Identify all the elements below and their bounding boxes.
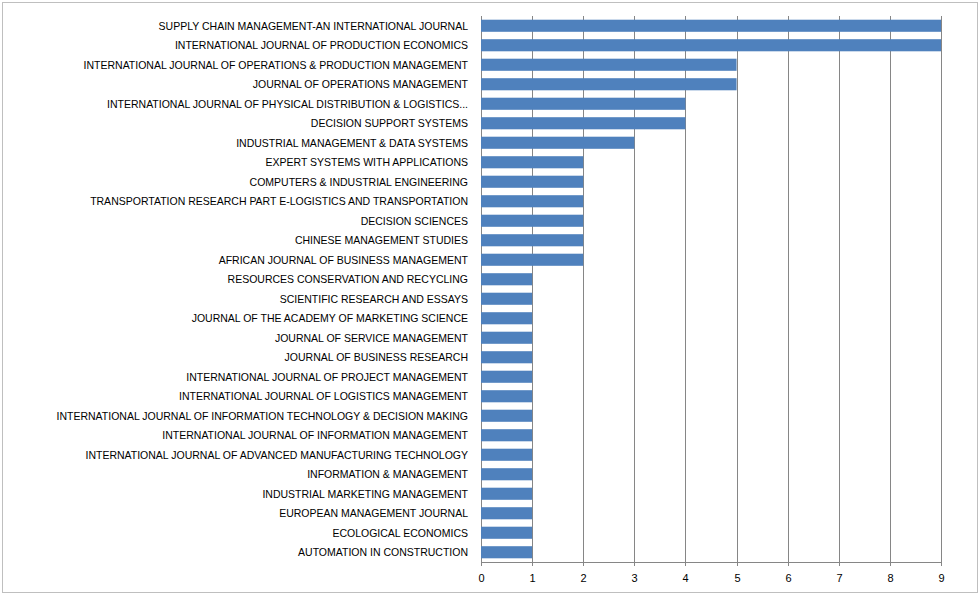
- bar: [481, 312, 532, 324]
- grid: [482, 16, 942, 562]
- category-label: INTERNATIONAL JOURNAL OF LOGISTICS MANAG…: [179, 390, 469, 402]
- tick-label: 0: [478, 572, 484, 584]
- bar: [481, 351, 532, 363]
- category-label: INDUSTRIAL MARKETING MANAGEMENT: [262, 488, 468, 500]
- bar: [481, 156, 583, 168]
- category-label: JOURNAL OF OPERATIONS MANAGEMENT: [253, 78, 469, 90]
- chart-container: 0 1 2 3 4 5 6 7 8 9 SUPPLY CHAIN MANAGEMENT-AN INT…: [0, 0, 980, 595]
- tick-label: 8: [887, 572, 893, 584]
- bar: [481, 98, 685, 110]
- bar: [481, 195, 583, 207]
- category-label: INTERNATIONAL JOURNAL OF OPERATIONS & PR…: [84, 59, 469, 71]
- bar: [481, 488, 532, 500]
- category-label: AUTOMATION IN CONSTRUCTION: [298, 546, 468, 558]
- bar: [481, 293, 532, 305]
- bar: [481, 78, 737, 90]
- category-label: DECISION SCIENCES: [361, 215, 468, 227]
- bar: [481, 507, 532, 519]
- category-label: DECISION SUPPORT SYSTEMS: [311, 117, 468, 129]
- bar: [481, 429, 532, 441]
- bar: [481, 468, 532, 480]
- category-label: EXPERT SYSTEMS WITH APPLICATIONS: [266, 156, 468, 168]
- category-label: ECOLOGICAL ECONOMICS: [332, 527, 468, 539]
- category-label: CHINESE MANAGEMENT STUDIES: [295, 234, 468, 246]
- category-label: INTERNATIONAL JOURNAL OF INFORMATION MAN…: [162, 429, 468, 441]
- category-label: COMPUTERS & INDUSTRIAL ENGINEERING: [250, 176, 468, 188]
- tick-label: 7: [836, 572, 842, 584]
- bar: [481, 273, 532, 285]
- category-label: INTERNATIONAL JOURNAL OF PROJECT MANAGEM…: [186, 371, 468, 383]
- chart-frame: [3, 3, 978, 593]
- tick-label: 2: [580, 572, 586, 584]
- bar: [481, 215, 583, 227]
- category-label: INTERNATIONAL JOURNAL OF ADVANCED MANUFA…: [85, 449, 468, 461]
- grid-line: [890, 16, 891, 562]
- category-label: JOURNAL OF SERVICE MANAGEMENT: [275, 332, 469, 344]
- category-label: TRANSPORTATION RESEARCH PART E-LOGISTICS…: [90, 195, 468, 207]
- bar: [481, 449, 532, 461]
- tick-label: 6: [785, 572, 791, 584]
- tick-mark: [941, 562, 942, 566]
- bar: [481, 117, 685, 129]
- category-label: AFRICAN JOURNAL OF BUSINESS MANAGEMENT: [219, 254, 469, 266]
- grid-line: [941, 16, 942, 562]
- category-label: EUROPEAN MANAGEMENT JOURNAL: [279, 507, 468, 519]
- category-label: JOURNAL OF THE ACADEMY OF MARKETING SCIE…: [192, 312, 468, 324]
- bar: [481, 254, 583, 266]
- chart-svg: 0 1 2 3 4 5 6 7 8 9 SUPPLY CHAIN MANAGEMENT-AN INT…: [0, 0, 980, 595]
- bar: [481, 176, 583, 188]
- x-axis-line: [481, 562, 941, 563]
- bar: [481, 59, 737, 71]
- category-label: RESOURCES CONSERVATION AND RECYCLING: [228, 273, 468, 285]
- bar: [481, 410, 532, 422]
- tick-label: 1: [529, 572, 535, 584]
- tick-label: 3: [631, 572, 637, 584]
- category-label: SCIENTIFIC RESEARCH AND ESSAYS: [280, 293, 468, 305]
- category-label: INDUSTRIAL MANAGEMENT & DATA SYSTEMS: [236, 137, 468, 149]
- bar: [481, 137, 634, 149]
- x-axis: 0 1 2 3 4 5 6 7 8 9: [478, 562, 944, 584]
- grid-line: [788, 16, 789, 562]
- bar: [481, 371, 532, 383]
- bar: [481, 234, 583, 246]
- bar: [481, 39, 941, 51]
- category-label: SUPPLY CHAIN MANAGEMENT-AN INTERNATIONAL…: [159, 20, 469, 32]
- category-label: INTERNATIONAL JOURNAL OF PHYSICAL DISTRI…: [107, 98, 468, 110]
- category-labels: SUPPLY CHAIN MANAGEMENT-AN INTERNATIONAL…: [57, 20, 469, 559]
- bar: [481, 20, 941, 32]
- bar: [481, 546, 532, 558]
- bar: [481, 527, 532, 539]
- category-label: INTERNATIONAL JOURNAL OF INFORMATION TEC…: [57, 410, 469, 422]
- tick-label: 5: [734, 572, 740, 584]
- tick-label: 4: [682, 572, 688, 584]
- bars: [481, 20, 941, 559]
- grid-line: [737, 16, 738, 562]
- bar: [481, 390, 532, 402]
- category-label: INFORMATION & MANAGEMENT: [307, 468, 468, 480]
- category-label: JOURNAL OF BUSINESS RESEARCH: [285, 351, 468, 363]
- category-label: INTERNATIONAL JOURNAL OF PRODUCTION ECON…: [175, 39, 468, 51]
- grid-line: [839, 16, 840, 562]
- bar: [481, 332, 532, 344]
- tick-label: 9: [938, 572, 944, 584]
